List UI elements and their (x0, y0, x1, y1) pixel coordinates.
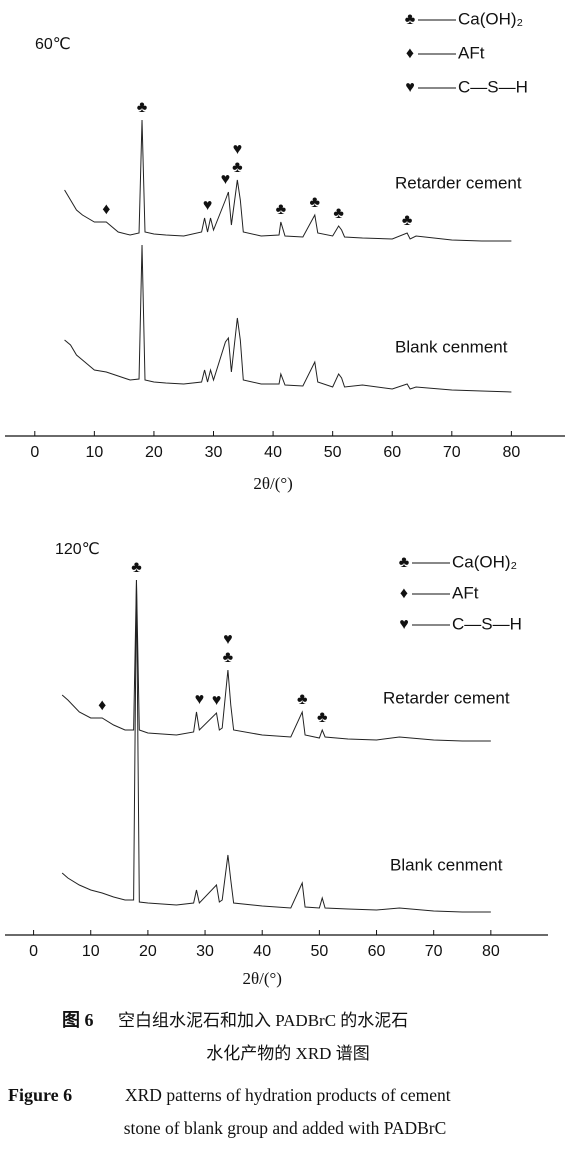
peak-mark: ♣ (317, 709, 328, 726)
x-tick-label: 40 (264, 444, 282, 461)
x-tick-label: 30 (196, 943, 214, 960)
peak-mark: ♣ (131, 559, 142, 576)
legend-symbol: ♥ (405, 79, 415, 96)
legend-label: C—S—H (452, 614, 522, 633)
annotation: 60℃ (35, 36, 71, 53)
caption-en-line: XRD patterns of hydration products of ce… (125, 1085, 451, 1105)
peak-mark: ♦ (102, 201, 110, 218)
x-axis-label: 2θ/(°) (253, 474, 293, 493)
legend-symbol: ♣ (399, 554, 410, 571)
peak-mark: ♣ (276, 201, 287, 218)
x-tick-label: 40 (253, 943, 271, 960)
legend-label: AFt (458, 43, 485, 62)
legend-label: Ca(OH)₂ (452, 552, 517, 571)
caption-en-line: stone of blank group and added with PADB… (124, 1118, 447, 1138)
peak-mark: ♣ (232, 159, 243, 176)
x-tick-label: 50 (310, 943, 328, 960)
x-tick-label: 10 (82, 943, 100, 960)
legend-symbol: ♦ (400, 585, 408, 602)
peak-mark: ♥ (221, 171, 231, 188)
peak-mark: ♥ (212, 692, 222, 709)
xrd-trace (64, 244, 512, 393)
x-tick-label: 80 (482, 943, 500, 960)
x-tick-label: 50 (324, 444, 342, 461)
caption-cn-line: 水化产物的 XRD 谱图 (206, 1044, 369, 1063)
peak-mark: ♥ (203, 197, 213, 214)
legend-symbol: ♦ (406, 45, 414, 62)
x-tick-label: 60 (368, 943, 386, 960)
peak-mark: ♣ (310, 194, 321, 211)
peak-mark: ♦ (98, 697, 106, 714)
peak-mark: ♣ (297, 691, 308, 708)
peak-mark: ♣ (137, 99, 148, 116)
peak-mark: ♥ (233, 141, 243, 158)
annotation: 120℃ (55, 541, 100, 558)
caption-cn-label: 图 6 (62, 1010, 94, 1030)
peak-mark: ♥ (195, 691, 205, 708)
series-label: Retarder cement (395, 173, 522, 192)
x-tick-label: 80 (502, 444, 520, 461)
series-label: Retarder cement (383, 688, 510, 707)
series-label: Blank cenment (395, 337, 508, 356)
xrd-trace (61, 579, 491, 742)
legend-label: C—S—H (458, 77, 528, 96)
caption-cn-line: 空白组水泥石和加入 PADBrC 的水泥石 (118, 1011, 408, 1030)
x-tick-label: 20 (145, 444, 163, 461)
x-tick-label: 20 (139, 943, 157, 960)
legend-symbol: ♣ (405, 11, 416, 28)
xrd-trace (64, 119, 512, 242)
x-tick-label: 70 (443, 444, 461, 461)
x-tick-label: 0 (30, 444, 39, 461)
caption-en-label: Figure 6 (8, 1085, 72, 1105)
legend-label: AFt (452, 583, 479, 602)
x-tick-label: 10 (85, 444, 103, 461)
peak-mark: ♣ (223, 649, 234, 666)
x-tick-label: 0 (29, 943, 38, 960)
x-tick-label: 30 (205, 444, 223, 461)
x-tick-label: 60 (383, 444, 401, 461)
legend-label: Ca(OH)₂ (458, 9, 523, 28)
peak-mark: ♥ (223, 631, 233, 648)
x-tick-label: 70 (425, 943, 443, 960)
series-label: Blank cenment (390, 855, 503, 874)
peak-mark: ♣ (333, 205, 344, 222)
xrd-trace (61, 579, 491, 913)
peak-mark: ♣ (402, 212, 413, 229)
x-axis-label: 2θ/(°) (242, 969, 282, 988)
legend-symbol: ♥ (399, 616, 409, 633)
